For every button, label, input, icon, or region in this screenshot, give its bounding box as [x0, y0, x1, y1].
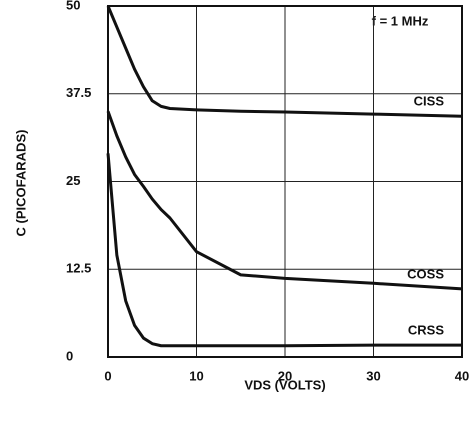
series-label: CISS: [414, 94, 445, 109]
series-label: COSS: [407, 266, 444, 281]
y-axis-label: C (PICOFARADS): [13, 130, 28, 237]
x-axis-label: VDS (VOLTS): [244, 377, 325, 392]
line: [106, 153, 462, 348]
y-tick-label: 12.5: [66, 261, 91, 276]
series-label: CRSS: [408, 323, 444, 338]
y-tick-label: 25: [66, 173, 80, 188]
x-tick-label: 40: [455, 368, 469, 383]
line: [106, 110, 463, 291]
y-tick-label: 0: [66, 348, 73, 363]
x-tick-label: 0: [104, 368, 111, 383]
x-tick-label: 10: [189, 368, 203, 383]
x-tick-label: 30: [366, 368, 380, 383]
x-tick-label: 20: [278, 368, 292, 383]
y-tick-label: 50: [66, 0, 80, 12]
y-tick-label: 37.5: [66, 85, 91, 100]
plot-frame: [107, 5, 463, 358]
annotation: f = 1 MHz: [372, 13, 429, 28]
line: [106, 5, 463, 118]
